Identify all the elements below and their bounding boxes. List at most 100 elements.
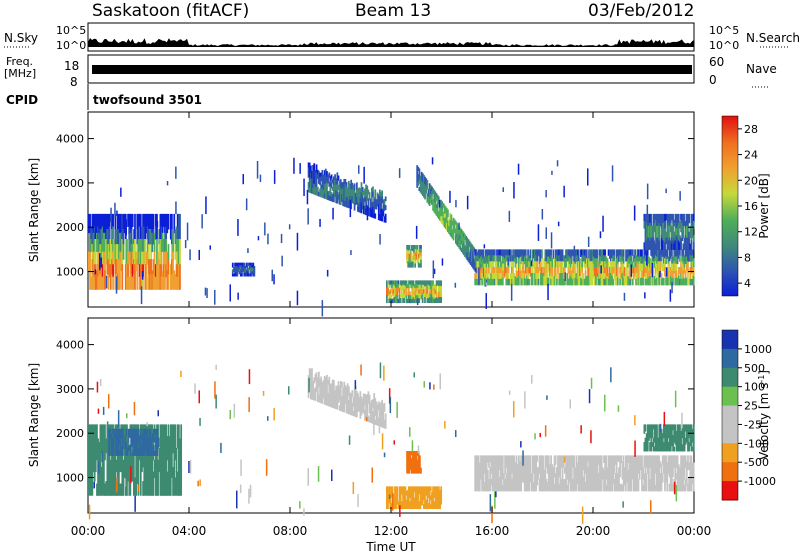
- data-cell: [128, 444, 131, 451]
- data-cell: [124, 442, 127, 450]
- data-cell: [149, 428, 152, 436]
- data-cell: [512, 261, 515, 274]
- data-cell: [650, 267, 653, 274]
- data-cell: [406, 291, 409, 296]
- data-cell: [495, 469, 497, 478]
- data-cell: [394, 490, 396, 495]
- data-cell: [629, 469, 632, 478]
- data-cell: [158, 448, 161, 473]
- data-cell: [657, 237, 660, 250]
- data-cell: [356, 196, 358, 205]
- noise-mark: [189, 459, 192, 474]
- data-cell: [330, 389, 333, 396]
- data-cell: [659, 249, 662, 262]
- data-cell: [655, 231, 657, 239]
- data-cell: [672, 231, 674, 242]
- data-cell: [166, 448, 169, 461]
- data-cell: [570, 455, 573, 468]
- y-tick-label: 3000: [56, 177, 84, 190]
- data-cell: [399, 495, 402, 501]
- data-cell: [369, 402, 372, 410]
- data-cell: [236, 266, 239, 270]
- data-cell: [251, 269, 253, 272]
- data-cell: [180, 424, 183, 443]
- data-cell: [623, 467, 626, 474]
- data-cell: [503, 473, 505, 483]
- data-cell: [683, 435, 686, 441]
- data-cell: [379, 195, 381, 203]
- data-cell: [107, 471, 110, 496]
- data-cell: [580, 461, 582, 468]
- data-cell: [511, 467, 513, 474]
- data-cell: [587, 473, 589, 480]
- data-cell: [638, 467, 641, 480]
- data-cell: [649, 222, 651, 233]
- data-cell: [239, 264, 242, 268]
- data-cell: [615, 249, 618, 259]
- data-cell: [362, 190, 365, 196]
- data-cell: [546, 482, 549, 492]
- data-cell: [163, 477, 165, 496]
- data-cell: [349, 392, 351, 398]
- data-cell: [440, 210, 442, 217]
- data-cell: [687, 273, 689, 286]
- data-cell: [412, 256, 414, 262]
- velocity-cb-block: [722, 424, 738, 444]
- data-cell: [422, 191, 424, 196]
- data-cell: [481, 278, 483, 286]
- data-cell: [480, 467, 482, 480]
- data-cell: [427, 298, 430, 303]
- data-cell: [419, 284, 422, 290]
- data-cell: [681, 444, 684, 452]
- data-cell: [526, 483, 528, 492]
- noise-mark: [229, 284, 231, 302]
- x-tick-label: 00:00: [71, 524, 106, 538]
- noise-mark: [365, 416, 368, 422]
- noise-mark: [307, 468, 309, 486]
- data-cell: [651, 277, 654, 286]
- data-cell: [144, 434, 147, 440]
- data-cell: [407, 499, 410, 505]
- data-cell: [542, 482, 544, 492]
- data-cell: [92, 232, 95, 253]
- data-cell: [600, 467, 603, 474]
- data-cell: [674, 277, 677, 286]
- data-cell: [427, 189, 430, 197]
- velocity-colorbar-label-end: ]: [757, 370, 771, 375]
- data-cell: [551, 464, 554, 474]
- data-cell: [358, 195, 361, 205]
- data-cell: [356, 397, 358, 405]
- data-cell: [677, 431, 680, 439]
- noise-mark: [248, 369, 251, 385]
- data-cell: [374, 199, 377, 205]
- data-cell: [145, 251, 148, 271]
- data-cell: [238, 262, 241, 266]
- data-cell: [252, 268, 255, 272]
- data-cell: [419, 248, 421, 253]
- data-cell: [685, 263, 688, 272]
- y-tick-label: 2000: [56, 427, 84, 440]
- data-cell: [560, 261, 563, 274]
- data-cell: [336, 172, 339, 180]
- data-cell: [666, 276, 669, 286]
- data-cell: [101, 251, 104, 265]
- noise-mark: [354, 380, 357, 390]
- power-cb-label: 20: [744, 174, 758, 187]
- data-cell: [371, 415, 373, 420]
- data-cell: [587, 267, 589, 277]
- data-cell: [358, 396, 361, 405]
- data-cell: [463, 245, 465, 251]
- data-cell: [637, 467, 640, 474]
- data-cell: [574, 467, 577, 480]
- data-cell: [163, 251, 165, 265]
- noise-mark: [184, 240, 187, 249]
- data-cell: [577, 249, 580, 262]
- data-cell: [492, 483, 495, 492]
- noise-mark: [633, 205, 636, 221]
- data-cell: [618, 467, 620, 474]
- data-cell: [648, 237, 650, 250]
- data-cell: [667, 428, 670, 434]
- data-cell: [142, 439, 145, 446]
- data-cell: [166, 213, 169, 234]
- data-cell: [449, 212, 452, 221]
